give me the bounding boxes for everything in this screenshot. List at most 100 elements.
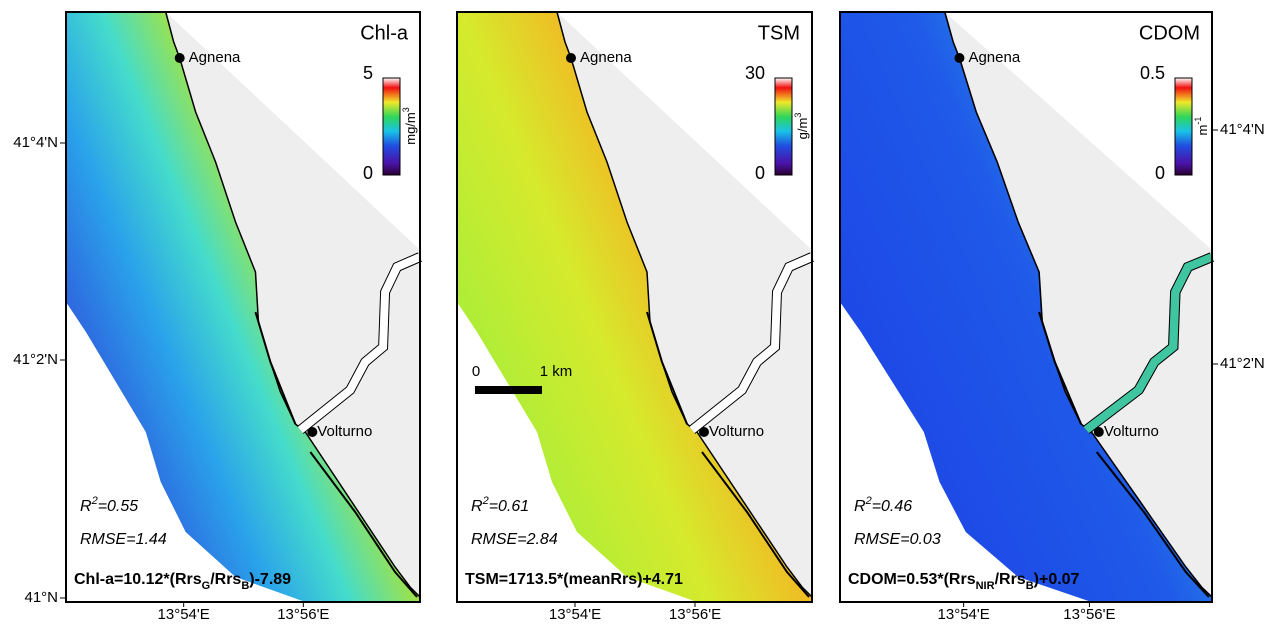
- shore-line: [646, 311, 688, 425]
- panel-frame: [65, 11, 421, 603]
- shore-line: [1095, 451, 1210, 598]
- panel-frame: [839, 11, 1213, 603]
- colorbar: [382, 77, 401, 176]
- x-tick-label: 13°54'E: [158, 606, 210, 623]
- r-squared: R2=0.46: [854, 495, 912, 515]
- formula-sub: G: [202, 580, 211, 592]
- water: [457, 12, 812, 602]
- place-label: Volturno: [317, 423, 372, 440]
- colorbar-unit: m-1: [1193, 117, 1210, 136]
- r-sup: 2: [865, 495, 872, 507]
- unit-sup: 3: [401, 107, 411, 112]
- river: [297, 253, 422, 434]
- scale-label: 0: [472, 363, 480, 380]
- land: [165, 12, 421, 602]
- map-panel: TSMAgnenaVolturno300g/m3R2=0.61RMSE=2.84…: [456, 11, 814, 623]
- river: [1083, 253, 1214, 434]
- r-base: R: [80, 498, 92, 515]
- r-squared: R2=0.55: [80, 495, 138, 515]
- map-panel: CDOM Agnena Volturno 0.5 0 m-1 R2=0.46 RMSE=0.0…: [839, 11, 1215, 623]
- shore-line: [1038, 311, 1082, 425]
- colorbar-min: 0: [755, 163, 765, 183]
- unit-sup: 3: [793, 113, 803, 118]
- colorbar-min: 0: [363, 163, 373, 183]
- place-label: Agnena: [968, 49, 1020, 66]
- formula-sub: B: [1026, 580, 1034, 592]
- panel-title: CDOM: [1139, 22, 1200, 44]
- y-tick-label: 41°N: [24, 589, 58, 606]
- scale-bar: [475, 386, 542, 394]
- colorbar-unit: g/m3: [793, 113, 810, 140]
- place-marker: [699, 427, 709, 437]
- water: [840, 12, 1212, 602]
- shore-line: [309, 451, 418, 598]
- formula-text: )+0.07: [1034, 571, 1080, 588]
- formula: TSM=1713.5*(meanRrs)+4.71: [465, 571, 683, 588]
- unit-base: m: [1195, 125, 1210, 136]
- place-label: Agnena: [580, 49, 632, 66]
- place-marker: [174, 53, 185, 63]
- y-tick-label: 41°4'N: [1220, 121, 1265, 138]
- colorbar: [1174, 77, 1193, 176]
- place-label: Agnena: [189, 49, 241, 66]
- r-squared: R2=0.61: [471, 495, 529, 515]
- place-marker: [307, 427, 318, 437]
- y-tick-label: 41°2'N: [13, 351, 58, 368]
- colorbar-min: 0: [1155, 163, 1165, 183]
- water: [66, 12, 421, 602]
- colorbar-unit: mg/m3: [401, 107, 418, 145]
- x-tick-label: 13°56'E: [669, 606, 721, 623]
- r-base: R: [471, 498, 483, 515]
- y-tick-label: 41°4'N: [13, 134, 58, 151]
- formula-sub: NIR: [976, 580, 995, 592]
- shore-line: [701, 451, 810, 598]
- r-value: =0.61: [489, 498, 529, 515]
- map-geometry: [840, 11, 1215, 602]
- r-value: =0.46: [872, 498, 913, 515]
- place-label: Volturno: [1104, 423, 1159, 440]
- unit-base: g/m: [795, 118, 810, 140]
- formula-text: /Rrs: [210, 571, 241, 588]
- y-tick-label: 41°2'N: [1220, 355, 1265, 372]
- map-geometry: [66, 11, 422, 602]
- rmse: RMSE=2.84: [471, 531, 558, 548]
- formula-text: TSM=1713.5*(meanRrs)+4.71: [465, 571, 683, 588]
- colorbar-max: 30: [745, 63, 765, 83]
- colorbar: [774, 77, 793, 176]
- r-sup: 2: [91, 495, 98, 507]
- x-tick-label: 13°54'E: [549, 606, 601, 623]
- unit-sup: -1: [1193, 117, 1203, 125]
- colorbar-max: 5: [363, 63, 373, 83]
- place-marker: [1093, 427, 1104, 437]
- x-tick-label: 13°54'E: [938, 606, 990, 623]
- r-base: R: [854, 498, 866, 515]
- formula-text: )-7.89: [249, 571, 291, 588]
- map-geometry: [457, 11, 814, 602]
- unit-base: mg/m: [403, 112, 418, 145]
- formula-text: /Rrs: [995, 571, 1026, 588]
- panel-frame: [456, 11, 813, 603]
- land: [944, 12, 1212, 602]
- map-panel: Chl-a Agnena Volturno 5 0 mg/m3 R2=0.55 RMSE=1.…: [65, 11, 422, 623]
- r-sup: 2: [482, 495, 489, 507]
- land: [557, 12, 812, 602]
- formula: CDOM=0.53*(RrsNIR/RrsB)+0.07: [848, 571, 1080, 592]
- rmse: RMSE=1.44: [80, 531, 167, 548]
- x-tick-label: 13°56'E: [1063, 606, 1115, 623]
- formula-text: CDOM=0.53*(Rrs: [848, 571, 976, 588]
- panel-title: TSM: [758, 22, 800, 44]
- river: [689, 253, 814, 434]
- scale-label: 1 km: [540, 363, 573, 380]
- rmse: RMSE=0.03: [854, 531, 941, 548]
- r-value: =0.55: [98, 498, 139, 515]
- colorbar-max: 0.5: [1140, 63, 1165, 83]
- place-label: Volturno: [709, 423, 764, 440]
- formula-sub: B: [241, 580, 249, 592]
- x-tick-label: 13°56'E: [277, 606, 329, 623]
- formula-text: Chl-a=10.12*(Rrs: [74, 571, 202, 588]
- panel-title: Chl-a: [360, 22, 409, 44]
- shore-line: [254, 311, 297, 425]
- place-marker: [954, 53, 965, 63]
- place-marker: [566, 53, 576, 63]
